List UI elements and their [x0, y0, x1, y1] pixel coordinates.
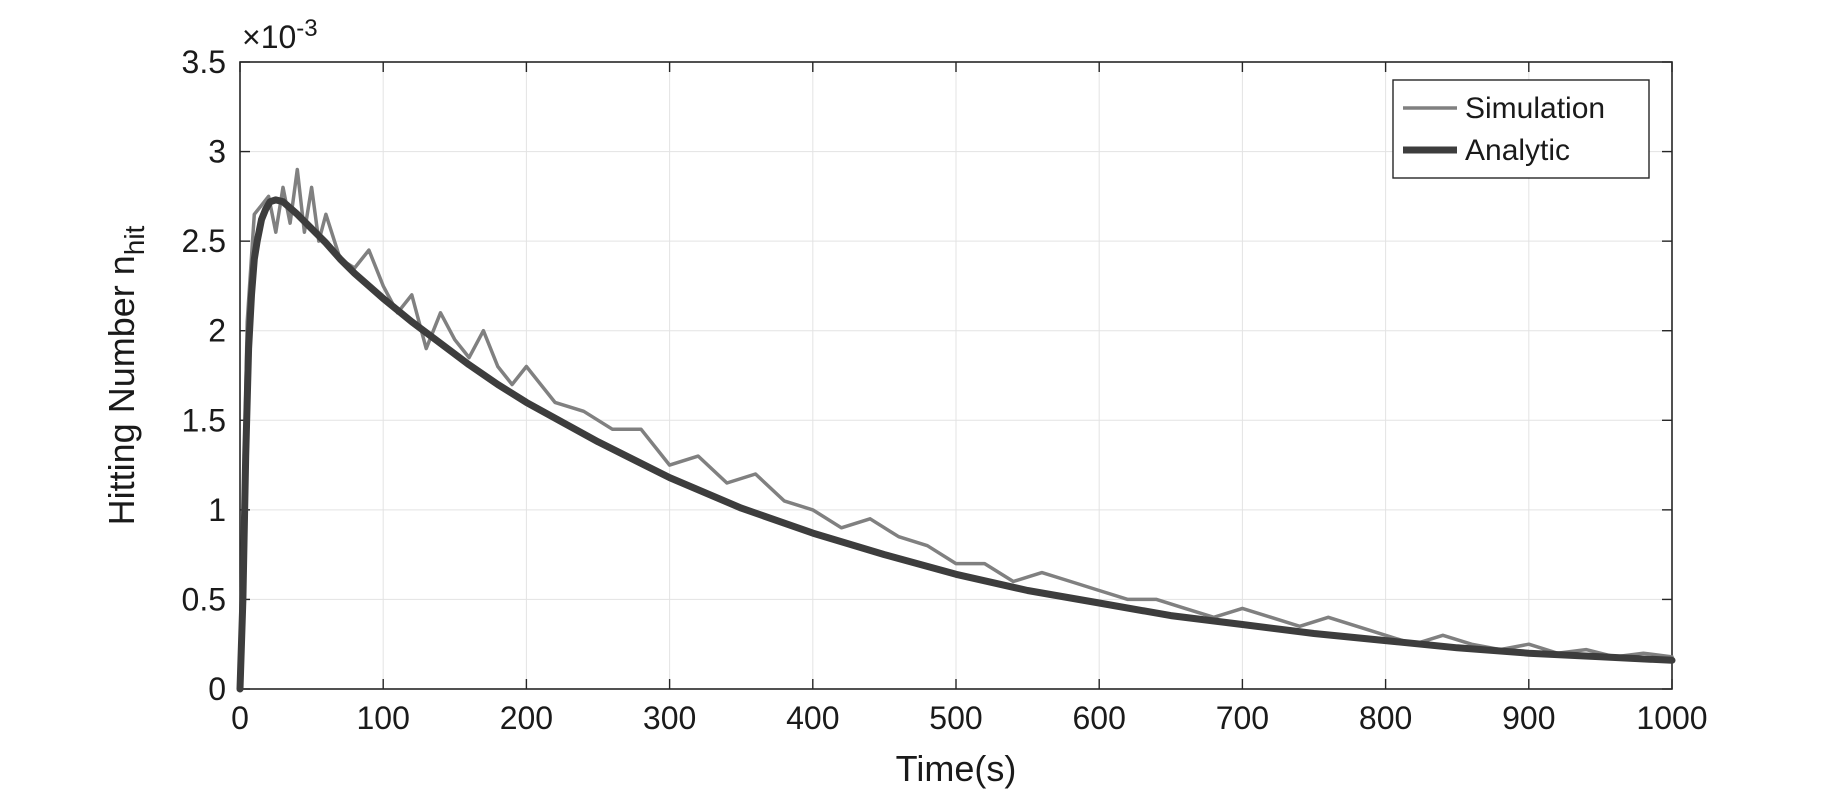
x-tick-label: 500: [929, 700, 982, 736]
exponent-power: -3: [296, 15, 317, 42]
x-tick-label: 400: [786, 700, 839, 736]
y-tick-label: 1: [208, 492, 226, 528]
legend: Simulation Analytic: [1392, 79, 1650, 179]
exponent-prefix: ×10: [242, 19, 296, 55]
x-tick-label: 100: [357, 700, 410, 736]
x-tick-label: 200: [500, 700, 553, 736]
y-tick-label: 2: [208, 313, 226, 349]
x-tick-label: 900: [1502, 700, 1555, 736]
y-tick-label: 3: [208, 134, 226, 170]
y-axis-label-subscript: hit: [119, 225, 150, 255]
grid-lines: [240, 62, 1672, 689]
y-tick-label: 0: [208, 671, 226, 707]
y-tick-label: 3.5: [182, 44, 226, 80]
x-tick-label: 1000: [1636, 700, 1707, 736]
y-tick-label: 0.5: [182, 581, 226, 617]
y-tick-labels: 0 0.5 1 1.5 2 2.5 3 3.5: [182, 44, 226, 707]
y-axis-label-main: Hitting Number n: [101, 255, 142, 525]
legend-label-simulation: Simulation: [1465, 92, 1605, 125]
series-line-analytic: [236, 196, 1676, 693]
x-tick-labels: 0 100 200 300 400 500 600 700 800 900 1000: [231, 700, 1707, 736]
y-tick-label: 1.5: [182, 402, 226, 438]
legend-box: [1392, 79, 1650, 179]
x-tick-label: 700: [1216, 700, 1269, 736]
x-tick-label: 0: [231, 700, 249, 736]
x-tick-label: 800: [1359, 700, 1412, 736]
y-axis-label: Hitting Number nhit: [101, 225, 150, 525]
legend-label-analytic: Analytic: [1465, 134, 1570, 167]
x-tick-label: 600: [1073, 700, 1126, 736]
y-tick-label: 2.5: [182, 223, 226, 259]
x-axis-label: Time(s): [896, 748, 1017, 789]
y-exponent-label: ×10-3: [242, 15, 318, 55]
x-tick-label: 300: [643, 700, 696, 736]
series-line-simulation: [238, 167, 1674, 691]
series-lines: [236, 167, 1676, 693]
